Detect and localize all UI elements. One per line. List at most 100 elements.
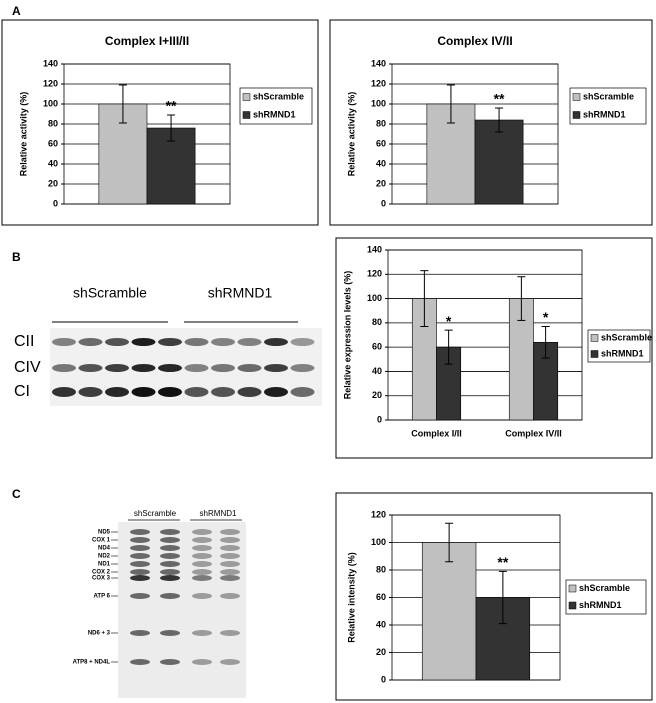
y-tick-label: 100	[371, 537, 386, 547]
significance: **	[494, 91, 505, 107]
y-tick-label: 80	[376, 118, 386, 128]
panel-letter: C	[12, 487, 21, 501]
blot-band	[105, 364, 129, 372]
group-label: shScramble	[134, 509, 177, 518]
blot-band	[160, 537, 180, 543]
y-tick-label: 100	[367, 293, 382, 303]
chart-frame	[329, 19, 653, 226]
band-label: COX 3	[92, 576, 111, 582]
band-label: ND4	[98, 546, 111, 552]
group-label: shRMND1	[200, 509, 237, 518]
y-tick-label: 20	[376, 178, 386, 188]
blot-band	[160, 575, 180, 581]
legend-label: shRMND1	[579, 600, 622, 610]
blot-band	[131, 387, 156, 397]
significance: *	[446, 313, 452, 329]
x-tick-label: Complex I/II	[411, 428, 462, 438]
blot-band	[130, 545, 150, 551]
legend-swatch	[572, 111, 581, 119]
x-tick-label: Complex IV/II	[505, 428, 562, 438]
blot-band	[220, 593, 240, 599]
error-bar	[167, 114, 176, 142]
legend-swatch	[590, 350, 599, 358]
y-tick-label: 120	[367, 269, 382, 279]
panel-letter: A	[12, 4, 21, 18]
chart-title: Complex IV/II	[437, 34, 512, 48]
legend-frame	[569, 87, 647, 125]
significance: **	[497, 554, 508, 570]
blot-band	[264, 338, 288, 346]
band-label: ATP 6	[94, 594, 111, 600]
y-tick-label: 0	[381, 198, 386, 208]
blot-band	[192, 561, 212, 567]
y-tick-label: 60	[48, 138, 58, 148]
blot-band	[211, 364, 235, 372]
y-tick-label: 20	[372, 390, 382, 400]
legend-label: shScramble	[583, 91, 634, 101]
error-bar	[446, 84, 455, 124]
blot-band	[220, 569, 240, 575]
blot-band	[160, 593, 180, 599]
blot-band	[220, 575, 240, 581]
blot-band	[264, 364, 288, 372]
error-bar	[517, 276, 526, 321]
y-tick-label: 0	[381, 674, 386, 684]
y-tick-label: 0	[377, 414, 382, 424]
blot-band	[290, 364, 315, 372]
y-tick-label: 80	[372, 317, 382, 327]
error-bar	[444, 329, 453, 365]
error-bar	[541, 326, 550, 359]
legend-label: shRMND1	[601, 348, 644, 358]
y-tick-label: 140	[43, 58, 58, 68]
y-tick-label: 40	[372, 366, 382, 376]
y-tick-label: 120	[43, 78, 58, 88]
blot-band	[130, 659, 150, 665]
blot-band	[192, 529, 212, 535]
legend-swatch	[568, 601, 577, 610]
bar	[474, 119, 524, 205]
legend-swatch	[568, 584, 577, 593]
error-bar	[498, 570, 507, 625]
blot-band	[78, 387, 103, 397]
chart-title: Complex I+III/II	[105, 34, 189, 48]
blot-band	[78, 338, 103, 346]
blot-band	[184, 364, 209, 372]
blot-band	[52, 387, 76, 397]
y-axis-label: Relative activity (%)	[346, 92, 356, 177]
band-label: ND1	[98, 562, 111, 568]
legend-frame	[565, 579, 647, 615]
y-tick-label: 40	[376, 619, 386, 629]
blot-band	[184, 338, 209, 346]
y-tick-label: 20	[376, 647, 386, 657]
y-tick-label: 20	[48, 178, 58, 188]
blot-band	[192, 575, 212, 581]
error-bar	[118, 84, 127, 124]
y-tick-label: 120	[371, 78, 386, 88]
blot-band	[237, 364, 262, 372]
blot-band	[160, 659, 180, 665]
blot-band	[220, 630, 240, 636]
error-bar	[420, 270, 429, 327]
band-label: ATP8 + ND4L	[73, 660, 111, 666]
blot-band	[192, 545, 212, 551]
blot-band	[192, 593, 212, 599]
blot-band	[192, 630, 212, 636]
band-label: ND5	[98, 530, 111, 536]
panel-letter: B	[12, 250, 21, 264]
blot-band	[160, 545, 180, 551]
blot-band	[158, 338, 182, 346]
group-label: shScramble	[73, 285, 147, 301]
blot-band	[130, 593, 150, 599]
blot-band	[130, 630, 150, 636]
bar	[421, 542, 477, 681]
legend-swatch	[590, 334, 599, 342]
band-label: ND2	[98, 554, 111, 560]
blot-band	[211, 387, 235, 397]
error-bar	[495, 107, 504, 133]
blot-band	[130, 529, 150, 535]
blot-band	[52, 364, 76, 372]
significance: *	[543, 309, 549, 325]
y-tick-label: 80	[48, 118, 58, 128]
blot-band	[220, 529, 240, 535]
